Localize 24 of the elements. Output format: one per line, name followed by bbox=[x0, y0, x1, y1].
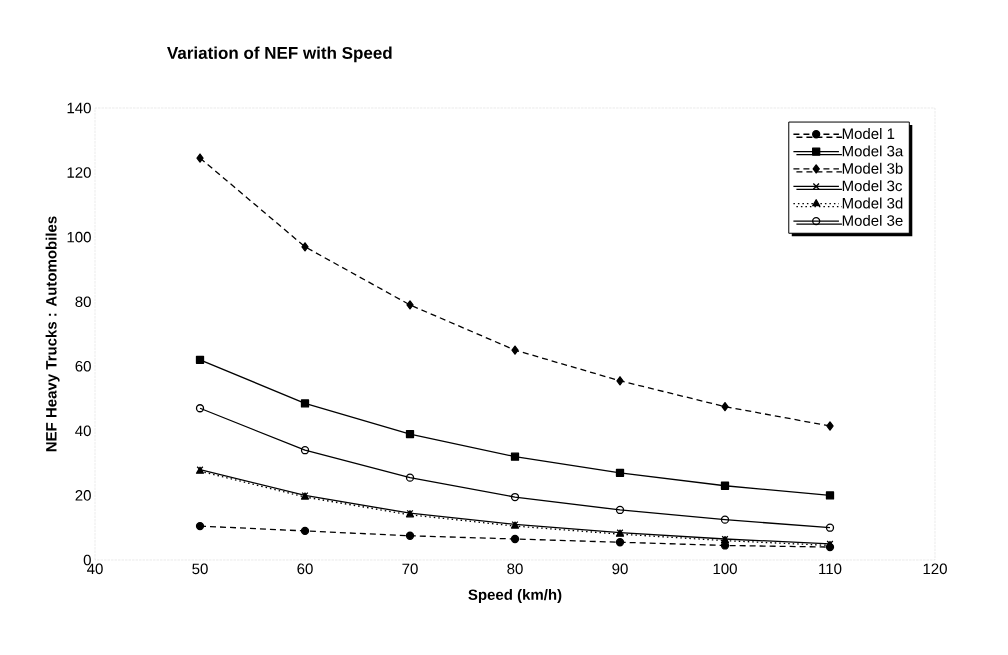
x-tick-label: 120 bbox=[923, 563, 947, 575]
x-tick-label: 70 bbox=[402, 563, 418, 575]
x-tick-label: 50 bbox=[192, 563, 208, 575]
legend-label: Model 1 bbox=[842, 128, 895, 140]
y-tick-label: 100 bbox=[67, 231, 91, 243]
x-axis-title: Speed (km/h) bbox=[468, 589, 562, 603]
y-axis-title: NEF Heavy Trucks : Automobiles bbox=[45, 216, 60, 452]
x-tick-label: 80 bbox=[507, 563, 523, 575]
x-tick-label: 100 bbox=[713, 563, 737, 575]
legend-label: Model 3e bbox=[842, 214, 903, 226]
x-tick-label: 110 bbox=[819, 563, 842, 575]
legend-label: Model 3c bbox=[842, 180, 903, 192]
y-tick-label: 120 bbox=[67, 167, 91, 178]
y-tick-label: 140 bbox=[67, 102, 91, 114]
y-tick-label: 20 bbox=[75, 490, 91, 501]
y-tick-label: 60 bbox=[75, 360, 91, 372]
y-tick-label: 80 bbox=[75, 296, 91, 308]
chart-title: Variation of NEF with Speed bbox=[167, 46, 392, 63]
x-tick-label: 90 bbox=[612, 563, 628, 575]
legend-label: Model 3a bbox=[842, 145, 904, 157]
legend-label: Model 3d bbox=[842, 197, 903, 209]
y-tick-label: 40 bbox=[75, 425, 91, 437]
legend-label: Model 3b bbox=[842, 162, 903, 174]
x-tick-label: 60 bbox=[297, 563, 313, 575]
